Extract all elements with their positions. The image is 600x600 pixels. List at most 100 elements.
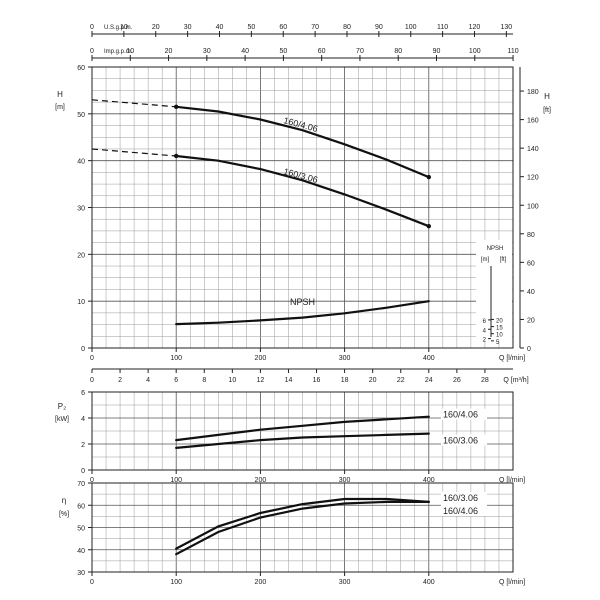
- power-tick-label: 4: [81, 416, 85, 423]
- npsh-ft-tick-label: 10: [496, 333, 503, 339]
- eff-q-axis-label: Q [l/min]: [499, 579, 525, 586]
- head-q-tick-label: 400: [423, 355, 435, 362]
- us-gpm-label: U.S.g.p.m.: [104, 25, 133, 31]
- us-gpm-tick-label: 120: [469, 24, 481, 31]
- head-m-tick-label: 50: [77, 112, 85, 119]
- us-gpm-tick-label: 0: [90, 24, 94, 31]
- m3h-tick-label: 26: [453, 377, 461, 384]
- power-label-bg-1: [441, 434, 487, 446]
- head-series-1-end-point: [426, 224, 431, 229]
- us-gpm-tick-label: 110: [437, 24, 448, 31]
- head-m-axis-unit: [m]: [55, 104, 65, 111]
- m3h-tick-label: 24: [425, 377, 433, 384]
- power-q-tick-label: 400: [423, 477, 435, 484]
- power-q-tick-label: 200: [255, 477, 267, 484]
- npsh-ft-tick-label: 5: [496, 340, 500, 346]
- head-ft-tick-label: 100: [527, 203, 539, 210]
- npsh-box: [476, 240, 512, 340]
- us-gpm-tick-label: 90: [375, 24, 383, 31]
- power-q-tick-label: 300: [339, 477, 351, 484]
- m3h-tick-label: 4: [146, 377, 150, 384]
- head-m-tick-label: 60: [77, 65, 85, 72]
- head-ft-tick-label: 160: [527, 118, 539, 125]
- npsh-m-tick-label: 2: [483, 338, 487, 344]
- power-label-bg-0: [441, 408, 487, 420]
- eff-q-tick-label: 200: [255, 579, 267, 586]
- m3h-axis-label: Q [m³/h]: [503, 377, 528, 384]
- imp-gpm-tick-label: 60: [318, 48, 326, 55]
- eff-tick-label: 30: [77, 570, 85, 577]
- eff-q-tick-label: 300: [339, 579, 351, 586]
- head-series-0-label: 160/4.06: [282, 115, 318, 134]
- m3h-tick-label: 10: [228, 377, 236, 384]
- power-series-0-line: [175, 415, 430, 442]
- npsh-m-tick-label: 6: [483, 319, 487, 325]
- imp-gpm-tick-label: 70: [356, 48, 364, 55]
- head-series-1-line: [175, 154, 430, 228]
- imp-gpm-tick-label: 90: [433, 48, 441, 55]
- head-m-tick-label: 30: [77, 206, 85, 213]
- head-ft-tick-label: 20: [527, 317, 535, 324]
- us-gpm-tick-label: 100: [405, 24, 417, 31]
- eff-q-tick-label: 400: [423, 579, 435, 586]
- us-gpm-tick-label: 10: [120, 24, 128, 31]
- imp-gpm-tick-label: 50: [279, 48, 287, 55]
- head-series-2-label: NPSH: [290, 297, 315, 307]
- us-gpm-tick-label: 20: [152, 24, 160, 31]
- imp-gpm-tick-label: 20: [165, 48, 173, 55]
- m3h-tick-label: 22: [397, 377, 405, 384]
- head-m-axis-label: H: [57, 90, 63, 99]
- us-gpm-tick-label: 60: [279, 24, 287, 31]
- imp-gpm-tick-label: 30: [203, 48, 211, 55]
- power-series-1-label: 160/3.06: [443, 436, 478, 446]
- head-q-axis-label: Q [l/min]: [499, 355, 525, 362]
- head-q-tick-label: 200: [255, 355, 267, 362]
- power-tick-label: 6: [81, 390, 85, 397]
- eff-q-tick-label: 100: [170, 579, 182, 586]
- power-series-1-line: [175, 432, 430, 449]
- eff-series-0-label: 160/3.06: [443, 493, 478, 503]
- m3h-tick-label: 20: [369, 377, 377, 384]
- npsh-unit-ft: [ft]: [500, 257, 507, 263]
- head-series-1-label: 160/3.06: [282, 166, 318, 185]
- head-ft-tick-label: 0: [527, 346, 531, 353]
- imp-gpm-tick-label: 110: [507, 48, 518, 55]
- m3h-tick-label: 14: [285, 377, 293, 384]
- m3h-tick-label: 28: [481, 377, 489, 384]
- head-ft-tick-label: 120: [527, 175, 539, 182]
- m3h-tick-label: 2: [118, 377, 122, 384]
- imp-gpm-tick-label: 0: [90, 48, 94, 55]
- head-ft-tick-label: 80: [527, 232, 535, 239]
- power-series-0-label: 160/4.06: [443, 410, 478, 420]
- imp-gpm-tick-label: 40: [241, 48, 249, 55]
- eff-q-tick-label: 0: [90, 579, 94, 586]
- head-ft-tick-label: 60: [527, 260, 535, 267]
- head-q-tick-label: 100: [170, 355, 182, 362]
- head-q-tick-label: 0: [90, 355, 94, 362]
- npsh-ft-tick-label: 20: [496, 318, 503, 324]
- us-gpm-tick-label: 50: [247, 24, 255, 31]
- power-axis-label: P₂: [58, 402, 66, 411]
- m3h-tick-label: 16: [313, 377, 321, 384]
- head-series-0-end-point: [426, 174, 431, 180]
- npsh-ft-tick-label: 15: [496, 326, 503, 332]
- us-gpm-tick-label: 80: [343, 24, 351, 31]
- us-gpm-tick-label: 40: [216, 24, 224, 31]
- head-m-tick-label: 20: [77, 252, 85, 259]
- head-series-1-extrapolated: [91, 148, 177, 157]
- imp-gpm-tick-label: 80: [394, 48, 402, 55]
- head-series-1-start-point: [174, 153, 179, 159]
- power-q-tick-label: 0: [90, 477, 94, 484]
- head-ft-tick-label: 140: [527, 146, 539, 153]
- power-q-axis-label: Q [l/min]: [499, 477, 525, 484]
- head-series-0-line: [175, 105, 430, 179]
- head-q-tick-label: 300: [339, 355, 351, 362]
- head-m-tick-label: 40: [77, 159, 85, 166]
- head-series-2-line: [175, 300, 430, 326]
- head-m-tick-label: 0: [81, 346, 85, 353]
- head-ft-tick-label: 40: [527, 289, 535, 296]
- npsh-axis-title: NPSH: [487, 246, 504, 252]
- eff-tick-label: 40: [77, 548, 85, 555]
- us-gpm-tick-label: 130: [501, 24, 513, 31]
